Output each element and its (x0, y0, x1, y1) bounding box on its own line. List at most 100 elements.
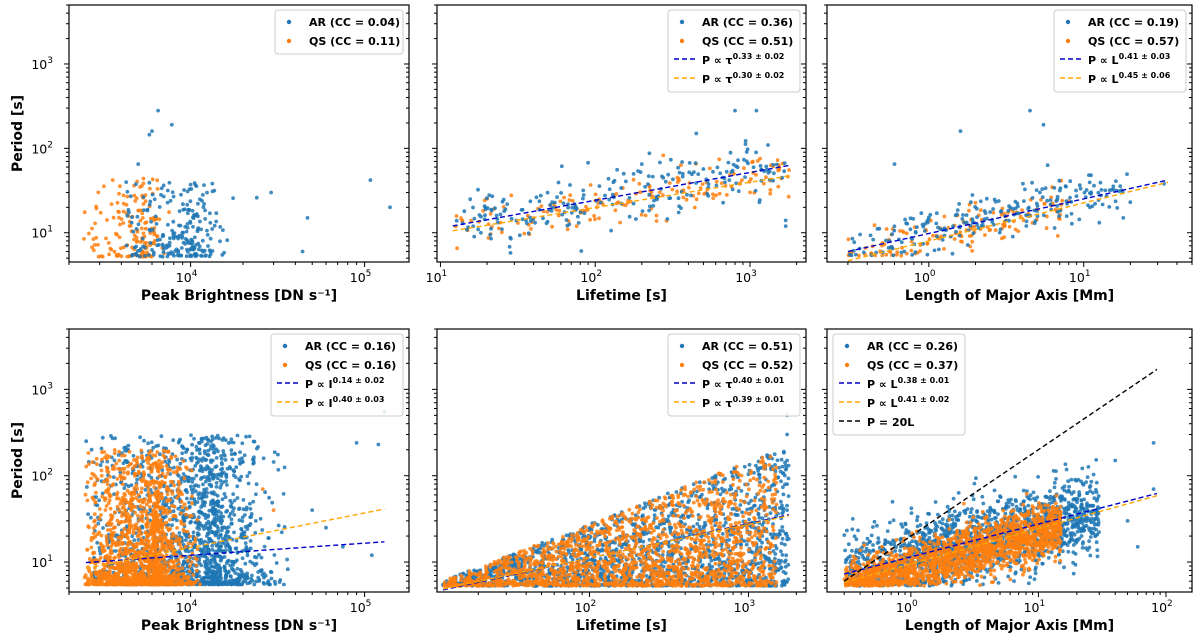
ar-point (476, 227, 481, 232)
ar-point (238, 462, 243, 466)
ar-point (237, 457, 242, 462)
qs-point (96, 242, 100, 247)
ar-point (206, 244, 210, 248)
ar-point (252, 582, 257, 587)
ar-point (196, 492, 201, 497)
ar-point (191, 476, 196, 481)
ar-point (208, 236, 213, 241)
ar-point (195, 456, 199, 461)
ar-point (707, 487, 712, 492)
ar-point (922, 229, 927, 233)
ar-point (247, 581, 252, 585)
ar-point (1082, 190, 1087, 195)
qs-point (140, 564, 145, 568)
qs-point (119, 531, 124, 535)
ar-point (225, 238, 230, 243)
ar-point (203, 570, 208, 575)
ar-point (468, 197, 473, 202)
ar-point (772, 171, 776, 176)
ar-point (940, 238, 945, 242)
ar-point (172, 231, 177, 236)
ar-point (868, 233, 873, 238)
ar-point (216, 526, 221, 531)
ar-point (205, 228, 209, 233)
ar-point (214, 562, 219, 566)
qs-point (104, 504, 109, 508)
qs-point (554, 208, 559, 212)
qs-point (118, 184, 122, 189)
ar-point (1125, 172, 1129, 177)
qs-point (131, 531, 136, 536)
qs-point (182, 502, 187, 507)
ar-point (230, 509, 235, 514)
qs-point (764, 175, 768, 180)
qs-point (87, 231, 91, 236)
ar-point (603, 193, 607, 198)
ar-point (220, 497, 225, 502)
qs-point (122, 568, 126, 572)
ar-point (251, 499, 256, 504)
qs-point (172, 570, 177, 575)
ar-point (180, 451, 185, 456)
y-tick-label: 103 (31, 56, 53, 72)
qs-point (894, 252, 899, 257)
ar-point (701, 167, 706, 171)
ar-point (234, 538, 239, 543)
qs-point (649, 190, 654, 195)
ar-point (243, 579, 248, 584)
qs-point (148, 549, 153, 554)
qs-point (140, 519, 145, 523)
ar-point (911, 216, 916, 221)
ar-point (743, 142, 748, 147)
ar-point (259, 555, 264, 560)
ar-point (190, 442, 195, 447)
qs-point (1060, 198, 1065, 203)
qs-point (148, 528, 152, 533)
ar-point (936, 225, 940, 230)
ar-point (1098, 180, 1103, 185)
qs-point (151, 478, 156, 483)
qs-point (184, 512, 189, 517)
ar-point (195, 253, 199, 258)
qs-point (139, 541, 143, 546)
ar-point (226, 441, 231, 445)
ar-point (188, 199, 193, 204)
legend-entry: AR (CC = 0.36) (702, 16, 793, 29)
ar-point (150, 129, 154, 134)
qs-point (558, 199, 563, 204)
ar-point (582, 211, 587, 216)
qs-point (106, 470, 111, 474)
ar-point (970, 193, 975, 197)
ar-point (247, 434, 252, 439)
qs-point (178, 467, 183, 471)
qs-point (166, 450, 171, 454)
qs-point (146, 466, 151, 470)
legend-box (274, 9, 404, 55)
qs-point (112, 249, 117, 254)
qs-point (187, 555, 192, 560)
ar-point (213, 576, 218, 580)
fit-line (847, 179, 1169, 253)
ar-point (143, 488, 148, 492)
qs-point (931, 233, 935, 238)
legend-entry: QS (CC = 0.16) (305, 359, 396, 372)
ar-point (214, 500, 219, 505)
ar-point (723, 180, 727, 185)
qs-point (90, 495, 95, 500)
ar-point (206, 531, 211, 536)
qs-point (143, 199, 148, 204)
ar-point (905, 221, 910, 226)
qs-point (114, 231, 118, 236)
qs-point (85, 576, 90, 581)
qs-point (136, 471, 141, 476)
qs-point (135, 534, 140, 539)
qs-point (121, 193, 126, 198)
ar-point (219, 454, 223, 458)
ar-point (163, 514, 168, 519)
qs-point (171, 514, 175, 518)
qs-point (157, 458, 162, 463)
ar-point (730, 168, 735, 173)
ar-point (85, 485, 89, 489)
qs-point (122, 492, 127, 496)
qs-point (650, 194, 655, 199)
